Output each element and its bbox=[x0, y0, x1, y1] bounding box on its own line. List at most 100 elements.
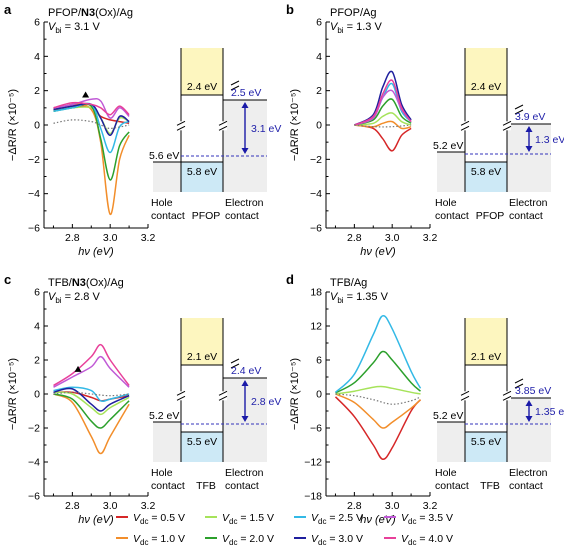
electron-contact-label: Electron bbox=[225, 197, 264, 209]
polymer-lower-band bbox=[465, 162, 507, 192]
axis-break-mask bbox=[231, 81, 239, 90]
axis-break-line bbox=[502, 395, 512, 401]
vbi-arrow-head-up bbox=[525, 126, 533, 132]
panel-title: PFOP/Ag bbox=[330, 7, 376, 19]
legend-var: V bbox=[133, 512, 141, 524]
x-tick-label: 2.8 bbox=[347, 232, 362, 244]
series-line bbox=[354, 112, 412, 126]
polymer-upper-band bbox=[465, 48, 507, 95]
series-line bbox=[53, 102, 130, 137]
axis-break-line bbox=[460, 125, 470, 131]
legend-entry: Vdc = 2.0 V bbox=[205, 533, 274, 547]
legend-entry: Vdc = 1.0 V bbox=[116, 533, 185, 547]
y-tick-label: −12 bbox=[304, 457, 322, 469]
axis-break-line bbox=[230, 363, 240, 369]
y-tick-label: 6 bbox=[34, 17, 40, 29]
series-line bbox=[354, 98, 412, 126]
legend-var-sub: dc bbox=[408, 538, 416, 547]
y-tick-label: 12 bbox=[310, 321, 322, 333]
legend-var: V bbox=[401, 512, 409, 524]
axis-break-line bbox=[230, 80, 240, 86]
legend-value: = 2.5 V bbox=[326, 512, 362, 524]
y-tick-label: 2 bbox=[34, 355, 40, 367]
axis-break-line bbox=[176, 395, 186, 401]
vbi-gap-label: 1.3 eV bbox=[535, 134, 564, 146]
y-axis-label: −ΔR/R (×10⁻⁵) bbox=[289, 358, 301, 430]
axis-break-line bbox=[502, 125, 512, 131]
x-tick-label: 3.0 bbox=[385, 500, 400, 512]
legend-label: Vdc = 3.0 V bbox=[311, 533, 363, 547]
legend-var: V bbox=[311, 533, 319, 545]
legend-var: V bbox=[401, 533, 409, 545]
axis-break bbox=[502, 120, 512, 131]
y-tick-label: −6 bbox=[310, 223, 322, 235]
y-tick-label: −6 bbox=[28, 491, 40, 503]
axis-break-line bbox=[502, 390, 512, 396]
hole-contact-label: contact bbox=[435, 480, 469, 492]
y-tick-label: −2 bbox=[310, 154, 322, 166]
x-tick-label: 2.8 bbox=[65, 232, 80, 244]
hole-contact-label: Hole bbox=[435, 197, 457, 209]
vbi-arrow-head-down bbox=[525, 146, 533, 152]
polymer-upper-band bbox=[181, 48, 223, 95]
series-line bbox=[354, 70, 412, 126]
y-tick-label: −4 bbox=[28, 457, 40, 469]
panel-title-part: (Ox)/Ag bbox=[86, 277, 124, 289]
panel-a: a PFOP/N3(Ox)/Ag Vbi = 3.1 V 6 4 2 0 −2 −4 −6 2.8 3… bbox=[4, 2, 281, 258]
series-line bbox=[53, 355, 130, 388]
energy-diagram: 2.1 eV5.5 eV5.2 eV3.85 eV1.35 eVHolecont… bbox=[433, 318, 564, 492]
vbi-arrow-head-up bbox=[525, 400, 533, 406]
legend-label: Vdc = 2.5 V bbox=[311, 512, 363, 526]
legend-value: = 3.5 V bbox=[416, 512, 452, 524]
axis-break bbox=[230, 80, 240, 91]
legend-var: V bbox=[133, 533, 141, 545]
electron-level-label: 2.5 eV bbox=[231, 87, 261, 99]
vbi-subscript: bi bbox=[337, 26, 343, 35]
y-axis-label: −ΔR/R (×10⁻⁵) bbox=[289, 89, 301, 161]
series-line bbox=[53, 391, 130, 416]
vbi-gap-label: 3.1 eV bbox=[251, 123, 281, 135]
electron-contact-label: Electron bbox=[509, 197, 548, 209]
legend-var-sub: dc bbox=[318, 538, 326, 547]
panel-d: d TFB/Ag Vbi = 1.35 V 18 12 6 0 −6 −12 −18 2.8 3.0 3… bbox=[286, 272, 564, 526]
axis-break-mask bbox=[177, 391, 185, 401]
x-tick-label: 3.0 bbox=[103, 232, 118, 244]
y-tick-label: −6 bbox=[310, 423, 322, 435]
y-tick-label: 6 bbox=[316, 355, 322, 367]
vbi-label: Vbi = 2.8 V bbox=[48, 291, 100, 305]
y-tick-label: −4 bbox=[28, 188, 40, 200]
legend-var: V bbox=[222, 512, 230, 524]
y-axis-label: −ΔR/R (×10⁻⁵) bbox=[7, 358, 19, 430]
legend-label: Vdc = 2.0 V bbox=[222, 533, 274, 547]
panel-label: a bbox=[4, 2, 12, 17]
legend-label: Vdc = 1.0 V bbox=[133, 533, 185, 547]
axis-break-mask bbox=[219, 391, 227, 401]
vbi-arrow-head-down bbox=[241, 148, 249, 154]
dotted-reference-line bbox=[53, 119, 130, 130]
legend-var-sub: dc bbox=[229, 538, 237, 547]
polymer-label: PFOP bbox=[192, 210, 221, 222]
axis-break-line bbox=[460, 395, 470, 401]
legend-value: = 2.0 V bbox=[237, 533, 273, 545]
series-line bbox=[354, 124, 412, 152]
upper-gap-label: 2.4 eV bbox=[471, 81, 501, 93]
x-tick-label: 3.2 bbox=[141, 232, 156, 244]
triangle-marker bbox=[74, 365, 82, 372]
vbi-gap-label: 1.35 eV bbox=[535, 406, 564, 418]
vbi-symbol: V bbox=[48, 291, 57, 303]
hole-level-label: 5.2 eV bbox=[433, 410, 463, 422]
axis-break-line bbox=[218, 125, 228, 131]
y-tick-label: 2 bbox=[316, 85, 322, 97]
vbi-label: Vbi = 1.35 V bbox=[330, 291, 389, 305]
polymer-lower-band bbox=[181, 162, 223, 192]
legend-label: Vdc = 4.0 V bbox=[401, 533, 453, 547]
x-tick-label: 2.8 bbox=[347, 500, 362, 512]
legend-var-sub: dc bbox=[140, 538, 148, 547]
y-tick-label: −6 bbox=[28, 223, 40, 235]
panel-label: c bbox=[4, 272, 11, 287]
panel-title-part: TFB/ bbox=[48, 277, 73, 289]
polymer-upper-band bbox=[181, 318, 223, 365]
axis-break-mask bbox=[515, 379, 523, 388]
y-tick-label: 6 bbox=[316, 17, 322, 29]
